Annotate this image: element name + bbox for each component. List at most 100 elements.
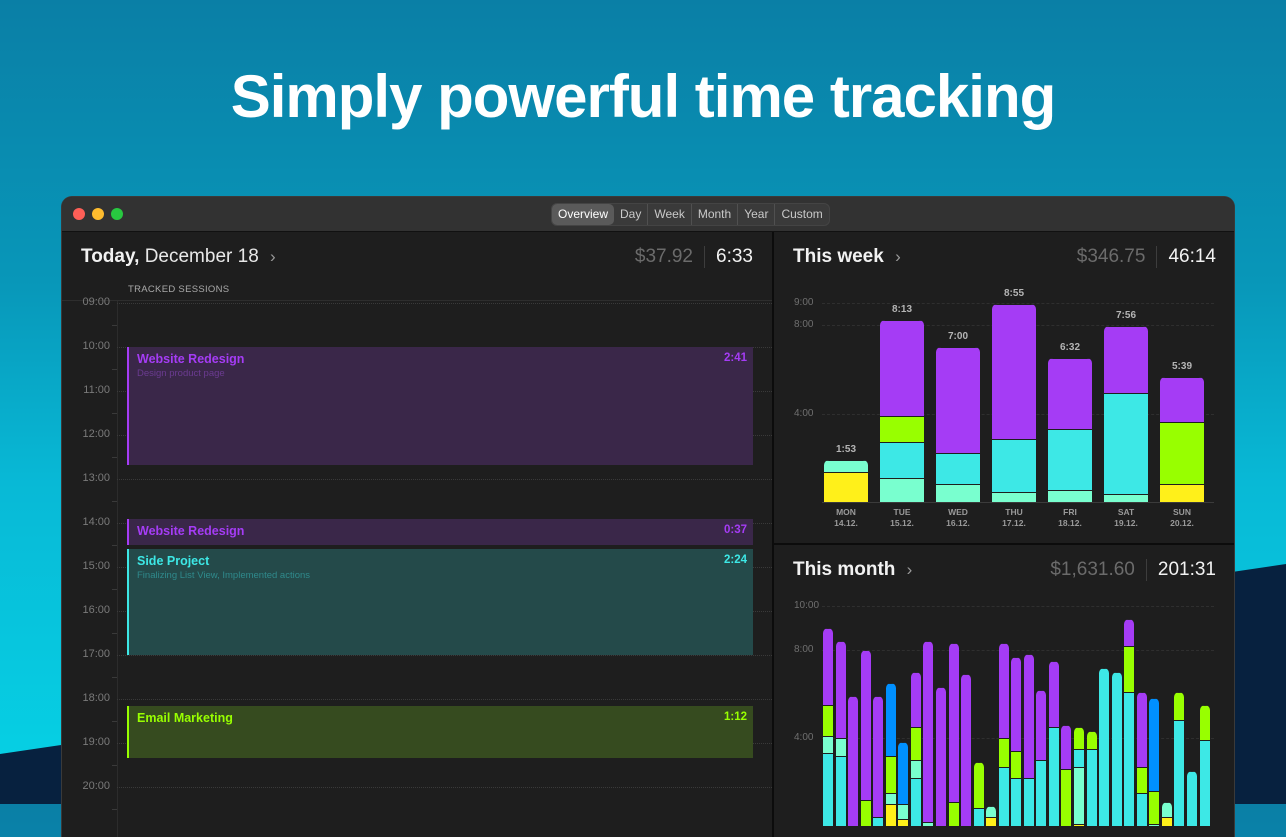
hour-gridline <box>117 303 772 304</box>
bar-segment <box>835 641 846 738</box>
month-bar[interactable] <box>848 696 859 826</box>
week-bar[interactable] <box>936 347 980 502</box>
bar-segment <box>992 492 1036 502</box>
session-block[interactable]: Website Redesign 2:41 Design product page <box>127 347 753 465</box>
bar-segment <box>910 777 921 826</box>
month-bar[interactable] <box>1099 667 1110 826</box>
tab-week[interactable]: Week <box>647 204 690 225</box>
bar-segment <box>1161 801 1172 818</box>
bar-segment <box>1048 429 1092 490</box>
app-window: Overview Day Week Month Year Custom Today, De… <box>62 197 1234 837</box>
month-bar[interactable] <box>1036 689 1047 826</box>
bar-segment <box>973 808 984 826</box>
month-bar[interactable] <box>1136 691 1147 826</box>
bar-segment <box>1086 731 1097 749</box>
month-bar[interactable] <box>1186 771 1197 826</box>
bar-segment <box>823 735 833 754</box>
tab-overview[interactable]: Overview <box>552 204 615 225</box>
month-header[interactable]: This month › <box>793 559 912 581</box>
month-bar[interactable] <box>1161 801 1172 826</box>
timeline-divider <box>62 300 772 301</box>
month-bar[interactable] <box>935 687 946 826</box>
bar-segment <box>986 817 997 826</box>
chevron-right-icon: › <box>270 247 276 266</box>
week-bar[interactable] <box>992 304 1036 502</box>
pane-divider[interactable] <box>772 232 774 837</box>
bar-segment <box>992 304 1036 440</box>
month-bar[interactable] <box>1174 691 1185 826</box>
tab-year[interactable]: Year <box>737 204 774 225</box>
bar-segment <box>880 477 924 502</box>
zoom-window-button[interactable] <box>111 208 123 220</box>
bar-total-label: 7:56 <box>1115 310 1136 322</box>
bar-segment <box>1104 494 1148 502</box>
month-bar[interactable] <box>1199 705 1210 826</box>
month-bar[interactable] <box>1111 672 1122 826</box>
bar-segment <box>961 674 972 826</box>
week-bar[interactable] <box>1104 326 1148 502</box>
month-bar[interactable] <box>910 672 921 826</box>
month-bar[interactable] <box>1011 656 1022 826</box>
month-bar[interactable] <box>835 641 846 826</box>
month-bar[interactable] <box>1124 619 1135 826</box>
bar-segment <box>910 727 921 761</box>
close-window-button[interactable] <box>73 208 85 220</box>
day-name: MON <box>836 507 856 517</box>
week-bar[interactable] <box>1048 357 1092 502</box>
session-block[interactable]: Side Project 2:24 Finalizing List View, Im… <box>127 549 753 655</box>
month-bar[interactable] <box>923 641 934 826</box>
bar-total-label: 1:53 <box>835 444 856 455</box>
stat-divider <box>1145 559 1147 581</box>
month-title: This month <box>793 559 896 580</box>
bar-day-label: THU 17.12. <box>989 507 1039 529</box>
bar-segment <box>1011 656 1022 752</box>
month-bar[interactable] <box>1074 727 1084 826</box>
hour-row: 13:00 <box>62 472 772 484</box>
hour-row: 20:00 <box>62 780 772 792</box>
session-title: Website Redesign <box>137 352 245 366</box>
section-divider <box>774 543 1234 545</box>
bar-segment <box>1061 724 1072 769</box>
month-bar[interactable] <box>986 806 997 826</box>
session-block[interactable]: Email Marketing 1:12 <box>127 705 753 758</box>
week-bar[interactable] <box>880 320 924 502</box>
chevron-right-icon: › <box>895 247 901 266</box>
bar-segment <box>1074 823 1084 826</box>
x-axis-baseline <box>822 502 1214 503</box>
bar-segment <box>936 453 980 485</box>
month-bar[interactable] <box>1086 731 1097 826</box>
month-bar[interactable] <box>961 674 972 826</box>
stat-divider <box>704 246 706 268</box>
bar-segment <box>998 643 1009 738</box>
month-bar[interactable] <box>1048 661 1059 826</box>
tab-day[interactable]: Day <box>620 207 642 221</box>
month-bar[interactable] <box>898 742 909 826</box>
session-block[interactable]: Website Redesign 0:37 <box>127 518 753 545</box>
week-header[interactable]: This week › <box>793 246 901 268</box>
week-bar[interactable] <box>824 460 868 502</box>
month-bar[interactable] <box>998 643 1009 826</box>
month-bar[interactable] <box>1023 654 1034 826</box>
month-bar[interactable] <box>973 762 984 826</box>
chevron-right-icon: › <box>906 560 913 579</box>
bar-segment <box>898 742 909 804</box>
bar-segment <box>935 687 946 826</box>
today-header[interactable]: Today, December 18 › <box>81 246 276 268</box>
minimize-window-button[interactable] <box>92 208 104 220</box>
month-bar[interactable] <box>860 650 871 826</box>
tab-custom[interactable]: Custom <box>774 204 828 225</box>
month-bar[interactable] <box>873 696 884 826</box>
bar-segment <box>973 762 984 809</box>
month-bar[interactable] <box>948 643 959 826</box>
bar-segment <box>1036 689 1047 760</box>
week-bar[interactable] <box>1160 377 1204 502</box>
week-earnings: $346.75 <box>1076 246 1146 267</box>
tab-month[interactable]: Month <box>690 204 737 225</box>
bar-segment <box>823 628 833 706</box>
day-date: 17.12. <box>1002 518 1026 528</box>
month-bar[interactable] <box>1149 698 1160 826</box>
month-bar[interactable] <box>1061 724 1072 826</box>
month-bar[interactable] <box>823 628 833 826</box>
hour-gridline <box>117 655 772 656</box>
month-bar[interactable] <box>885 683 896 826</box>
